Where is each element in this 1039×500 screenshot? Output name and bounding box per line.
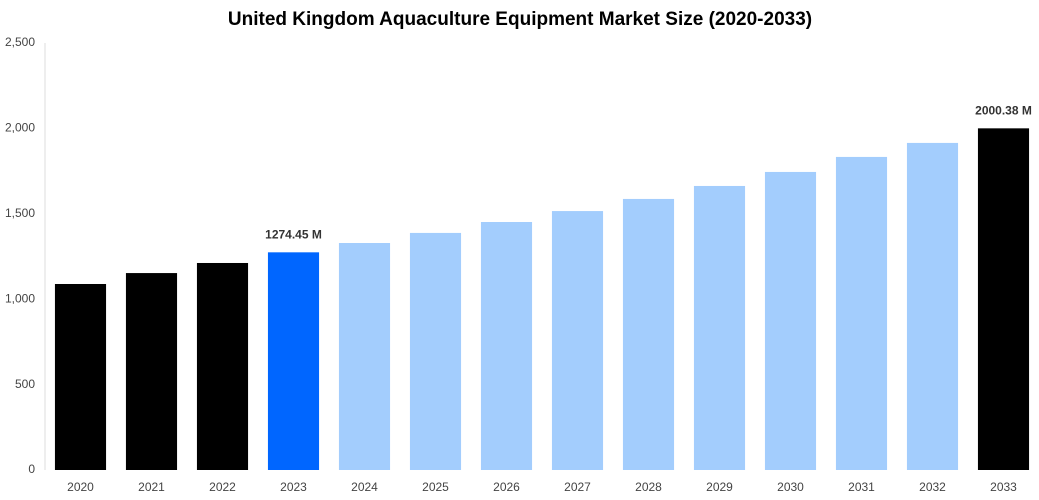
bar — [196, 262, 249, 470]
bar — [622, 198, 675, 470]
bar — [480, 221, 533, 470]
value-label: 2000.38 M — [975, 104, 1032, 118]
x-tick-label: 2026 — [493, 480, 520, 494]
bar — [977, 128, 1030, 471]
bar — [54, 283, 107, 470]
bar — [835, 156, 888, 471]
x-tick-label: 2028 — [635, 480, 662, 494]
x-tick-label: 2033 — [990, 480, 1017, 494]
bar — [551, 211, 604, 470]
y-tick-label: 500 — [15, 377, 35, 391]
x-tick-label: 2022 — [209, 480, 236, 494]
bar — [267, 252, 320, 470]
x-tick-label: 2023 — [280, 480, 307, 494]
bar — [906, 142, 959, 470]
x-tick-label: 2031 — [848, 480, 875, 494]
bar — [693, 185, 746, 470]
x-tick-label: 2029 — [706, 480, 733, 494]
bar — [125, 273, 178, 470]
x-tick-label: 2024 — [351, 480, 378, 494]
value-label: 1274.45 M — [265, 227, 322, 241]
x-tick-label: 2025 — [422, 480, 449, 494]
x-tick-label: 2021 — [138, 480, 165, 494]
y-tick-label: 2,000 — [5, 121, 35, 135]
bar — [409, 232, 462, 470]
x-tick-label: 2027 — [564, 480, 591, 494]
y-tick-label: 0 — [28, 462, 35, 476]
y-tick-label: 1,500 — [5, 206, 35, 220]
bar — [764, 171, 817, 471]
y-tick-label: 2,500 — [5, 35, 35, 49]
x-tick-label: 2030 — [777, 480, 804, 494]
x-tick-label: 2032 — [919, 480, 946, 494]
bar — [338, 243, 391, 470]
x-tick-label: 2020 — [67, 480, 94, 494]
chart-title: United Kingdom Aquaculture Equipment Mar… — [228, 9, 812, 30]
y-tick-label: 1,000 — [5, 291, 35, 305]
